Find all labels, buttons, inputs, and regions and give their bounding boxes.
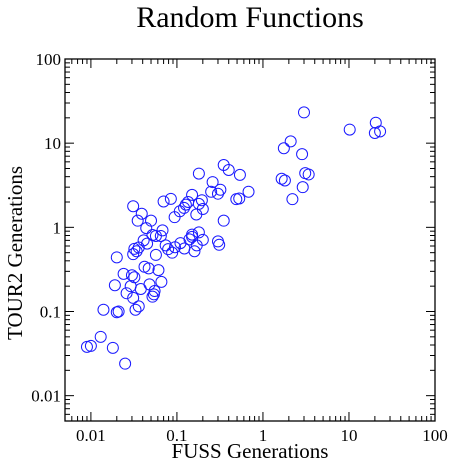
data-point	[296, 148, 309, 161]
data-point	[277, 142, 290, 155]
data-point	[97, 303, 110, 316]
data-point	[117, 267, 130, 280]
data-point	[149, 248, 162, 261]
x-tick-label: 0.1	[166, 426, 187, 445]
data-point	[233, 192, 246, 205]
data-point	[162, 243, 175, 256]
data-point	[186, 188, 199, 201]
data-point	[196, 233, 209, 246]
data-point	[178, 201, 191, 214]
chart-title: Random Functions	[136, 1, 364, 34]
x-axis-label: FUSS Generations	[172, 439, 329, 462]
data-point	[188, 245, 201, 258]
data-point	[110, 251, 123, 264]
data-point	[155, 275, 168, 288]
data-points	[80, 106, 387, 370]
x-tick-label: 1	[259, 426, 268, 445]
data-point	[142, 262, 155, 275]
data-point	[297, 106, 310, 119]
data-point	[233, 168, 246, 181]
data-point	[84, 339, 97, 352]
data-point	[120, 287, 133, 300]
data-point	[145, 214, 158, 227]
data-point	[127, 200, 140, 213]
data-point	[196, 203, 209, 216]
data-point	[192, 226, 205, 239]
data-point	[128, 242, 141, 255]
data-point	[242, 185, 255, 198]
data-point	[217, 214, 230, 227]
data-point	[343, 123, 356, 136]
data-point	[368, 127, 381, 140]
data-point	[80, 340, 93, 353]
data-point	[141, 237, 154, 250]
data-point	[166, 246, 179, 259]
y-tick-label: 10	[44, 134, 61, 153]
data-point	[154, 229, 167, 242]
data-point	[94, 330, 107, 343]
data-point	[164, 192, 177, 205]
data-point	[369, 116, 382, 129]
data-point	[112, 305, 125, 318]
data-point	[137, 234, 150, 247]
data-point	[192, 167, 205, 180]
y-tick-label: 100	[36, 50, 62, 69]
y-tick-label: 0.1	[40, 302, 61, 321]
data-point	[146, 290, 159, 303]
data-point	[135, 207, 148, 220]
data-point	[148, 285, 161, 298]
y-axis-label: TOUR2 Generations	[3, 166, 27, 340]
data-point	[284, 135, 297, 148]
data-point	[278, 174, 291, 187]
data-point	[179, 198, 192, 211]
data-point	[129, 303, 142, 316]
data-point	[159, 239, 172, 252]
data-point	[128, 271, 141, 284]
data-point	[152, 264, 165, 277]
x-tick-label: 10	[340, 426, 357, 445]
data-point	[205, 185, 218, 198]
data-point	[195, 194, 208, 207]
data-point	[157, 195, 170, 208]
data-point	[106, 341, 119, 354]
data-point	[213, 238, 226, 251]
axis-tick-labels: 0.01 0.1 1 10 100 0.01 0.1 1 10 100	[31, 50, 448, 445]
data-point	[296, 181, 309, 194]
data-point	[211, 187, 224, 200]
data-point	[127, 291, 140, 304]
y-tick-label: 1	[53, 218, 62, 237]
data-point	[214, 183, 227, 196]
data-point	[125, 269, 138, 282]
data-point	[190, 208, 203, 221]
data-point	[206, 176, 219, 189]
y-tick-label: 0.01	[31, 387, 61, 406]
data-point	[131, 214, 144, 227]
axis-ticks	[64, 58, 436, 422]
data-point	[173, 205, 186, 218]
x-tick-label: 100	[422, 426, 448, 445]
data-point	[132, 300, 145, 313]
data-point	[130, 245, 143, 258]
data-point	[275, 172, 288, 185]
data-point	[286, 193, 299, 206]
data-point	[108, 279, 121, 292]
data-point	[119, 357, 132, 370]
data-point	[156, 224, 169, 237]
x-tick-label: 0.01	[76, 426, 106, 445]
data-point	[302, 168, 315, 181]
data-point	[217, 159, 230, 172]
data-point	[374, 125, 387, 138]
data-point	[134, 283, 147, 296]
